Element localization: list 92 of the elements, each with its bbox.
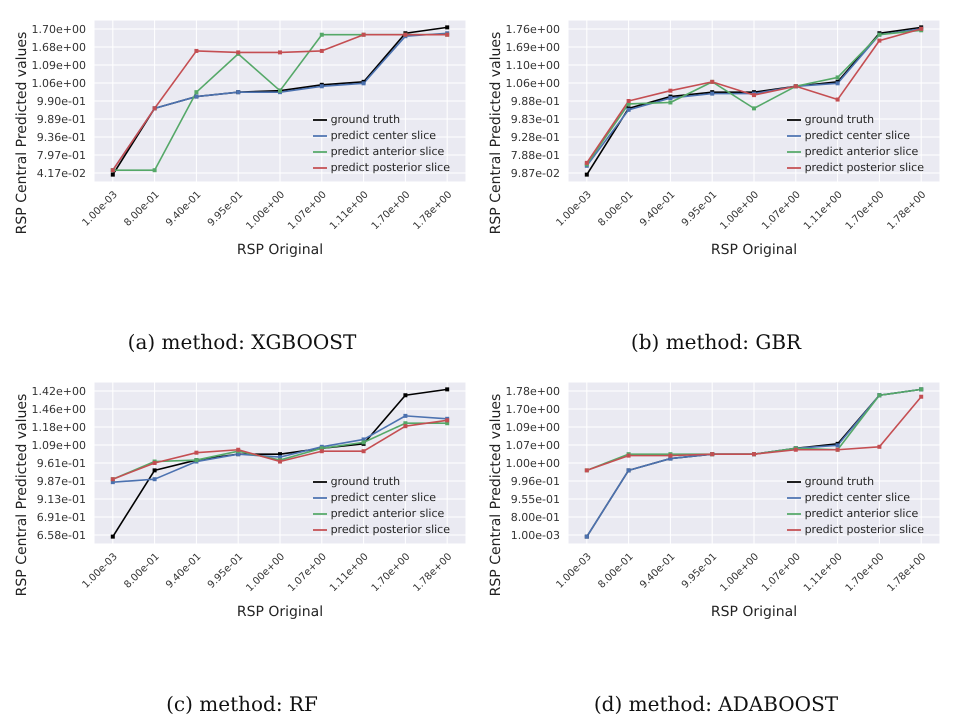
point — [194, 450, 198, 455]
category-label: 1.06e+00 — [32, 76, 86, 90]
point — [152, 477, 157, 482]
category-label: 6.91e-01 — [36, 510, 86, 524]
point — [877, 444, 882, 449]
point — [110, 172, 115, 177]
category-label: 9.28e-01 — [510, 130, 560, 144]
legend-label: predict posterior slice — [330, 523, 450, 536]
category-label: 1.07e+00 — [506, 438, 560, 452]
point — [194, 90, 198, 94]
text: (b) method: GBR — [630, 330, 802, 354]
point — [278, 50, 282, 54]
y-axis-title: RSP Central Predicted values — [488, 32, 504, 234]
legend-label: predict posterior slice — [804, 161, 924, 174]
category-label: 1.69e+00 — [506, 40, 560, 54]
legend-label: ground truth — [804, 113, 874, 126]
legend-label: predict anterior slice — [804, 507, 918, 520]
point — [584, 172, 589, 177]
y-axis-title: RSP Central Predicted values — [488, 394, 504, 596]
category-label: 1.42e+00 — [32, 384, 86, 398]
x-axis-title: RSP Original — [236, 604, 324, 620]
point — [752, 106, 756, 110]
point — [152, 168, 157, 172]
category-label: 1.06e+00 — [506, 76, 560, 90]
category-label: 1.09e+00 — [32, 438, 86, 452]
category-label: 9.90e-01 — [36, 94, 86, 108]
text: (d) method: ADABOOST — [594, 692, 838, 716]
category-label: 9.96e-01 — [510, 474, 560, 488]
category-label: 1.78e+00 — [506, 384, 560, 398]
legend-label: predict posterior slice — [330, 161, 450, 174]
category-label: 9.13e-01 — [36, 492, 86, 506]
category-label: 1.18e+00 — [32, 420, 86, 434]
legend-label: predict anterior slice — [804, 145, 918, 158]
point — [626, 99, 631, 103]
category-label: 9.83e-01 — [510, 112, 560, 126]
category-label: 9.87e-02 — [510, 166, 560, 180]
point — [320, 449, 324, 454]
point — [445, 25, 450, 30]
legend-label: ground truth — [804, 475, 874, 488]
category-label: 9.55e-01 — [510, 492, 560, 506]
legend-label: ground truth — [330, 113, 400, 126]
category-label: 1.70e+00 — [506, 402, 560, 416]
category-label: 4.17e-02 — [36, 166, 86, 180]
category-label: 9.36e-01 — [36, 130, 86, 144]
category-label: 8.00e-01 — [510, 510, 560, 524]
legend-label: predict anterior slice — [330, 507, 444, 520]
text: (c) method: RF — [166, 692, 318, 716]
legend-label: ground truth — [330, 475, 400, 488]
category-label: 1.09e+00 — [506, 420, 560, 434]
point — [919, 394, 924, 399]
category-label: 1.70e+00 — [32, 22, 86, 36]
category-label: 6.58e-01 — [36, 528, 86, 542]
category-label: 9.88e-01 — [510, 94, 560, 108]
point — [403, 393, 408, 398]
point — [836, 98, 840, 102]
point — [320, 32, 324, 37]
point — [668, 100, 672, 104]
point — [836, 75, 840, 80]
point — [668, 88, 672, 93]
point — [194, 48, 198, 53]
point — [403, 424, 408, 428]
x-axis-title: RSP Original — [710, 242, 798, 258]
legend-label: predict posterior slice — [804, 523, 924, 536]
category-label: 7.97e-01 — [36, 148, 86, 162]
legend-label: predict center slice — [330, 129, 436, 142]
y-axis-title: RSP Central Predicted values — [14, 394, 30, 596]
legend-label: predict center slice — [330, 491, 436, 504]
category-label: 1.00e+00 — [506, 456, 560, 470]
point — [362, 449, 366, 454]
category-label: 1.09e+00 — [32, 58, 86, 72]
text: (a) method: XGBOOST — [128, 330, 356, 354]
point — [320, 48, 324, 53]
legend-label: predict center slice — [804, 129, 910, 142]
legend-label: predict anterior slice — [330, 145, 444, 158]
category-label: 1.46e+00 — [32, 402, 86, 416]
category-label: 9.61e-01 — [36, 456, 86, 470]
category-label: 1.76e+00 — [506, 22, 560, 36]
category-label: 1.68e+00 — [32, 40, 86, 54]
legend-label: predict center slice — [804, 491, 910, 504]
category-label: 1.10e+00 — [506, 58, 560, 72]
category-label: 7.88e-01 — [510, 148, 560, 162]
point — [445, 387, 450, 392]
x-axis-title: RSP Original — [236, 242, 324, 258]
category-label: 9.87e-01 — [36, 474, 86, 488]
x-axis-title: RSP Original — [710, 604, 798, 620]
point — [403, 414, 408, 418]
point — [877, 38, 882, 43]
point — [152, 468, 157, 472]
category-label: 9.89e-01 — [36, 112, 86, 126]
category-label: 1.00e-03 — [510, 528, 560, 542]
y-axis-title: RSP Central Predicted values — [14, 32, 30, 234]
point — [110, 534, 115, 539]
